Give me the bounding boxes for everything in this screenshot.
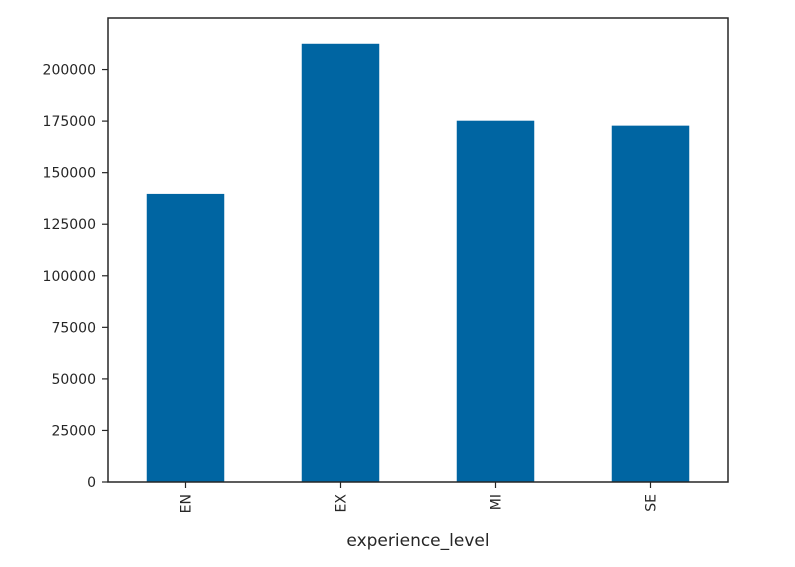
y-tick-label: 125000 <box>43 217 96 233</box>
x-tick-label: EX <box>334 494 350 513</box>
y-tick-label: 175000 <box>43 114 96 130</box>
plot-frame <box>107 17 729 483</box>
x-tick-label: EN <box>179 494 195 513</box>
bar-en <box>146 193 225 482</box>
y-tick-label: 50000 <box>51 372 96 388</box>
y-tick-label: 200000 <box>43 63 96 79</box>
x-tick-label: MI <box>489 494 505 510</box>
y-tick-label: 150000 <box>43 166 96 182</box>
y-tick-label: 75000 <box>51 320 96 336</box>
bar-ex <box>301 43 380 483</box>
x-tick-label: SE <box>644 494 660 512</box>
x-axis: EN EX MI SE <box>179 482 660 513</box>
y-axis: 0 25000 50000 75000 100000 125000 150000 175000… <box>43 63 108 491</box>
bar-se <box>611 125 690 482</box>
y-tick-label: 100000 <box>43 269 96 285</box>
bar-mi <box>456 120 535 482</box>
bars-group <box>146 43 690 483</box>
y-tick-label: 0 <box>87 475 96 491</box>
x-axis-label: experience_level <box>346 531 489 551</box>
y-tick-label: 25000 <box>51 423 96 439</box>
